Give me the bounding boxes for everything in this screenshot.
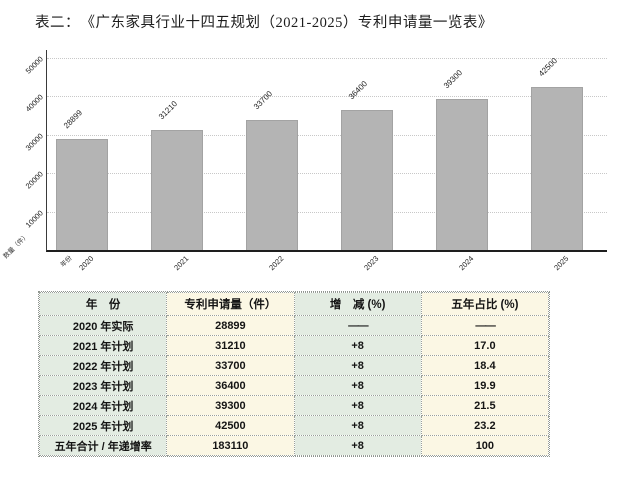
- table-cell: +8: [293, 335, 422, 356]
- data-table: 年 份专利申请量（件）增 减 (%) 五年占比 (%) 2020 年实际 28899…: [38, 292, 550, 456]
- table-cell: 2021 年计划: [38, 335, 168, 356]
- table-cell: +8: [293, 375, 422, 396]
- table-cell: 2022 年计划: [38, 355, 168, 376]
- bar-2020: [56, 138, 108, 250]
- bar-2022: [246, 120, 298, 250]
- table-cell: 31210: [166, 335, 295, 356]
- y-axis-tick-label: 40000: [23, 92, 45, 114]
- table-cell: 28899: [166, 315, 295, 336]
- bar-2025: [531, 86, 583, 250]
- table-cell: 19.9: [420, 375, 550, 396]
- table-cell: +8: [293, 355, 422, 376]
- table-cell: 42500: [166, 415, 295, 436]
- table-cell: +8: [293, 395, 422, 416]
- table-cell: +8: [293, 415, 422, 436]
- table-row: 2025 年计划 42500 +8 23.2: [38, 415, 550, 436]
- table-cell: 2024 年计划: [38, 395, 168, 416]
- table-cell: 183110: [166, 435, 295, 456]
- table-body: 2020 年实际 28899 —— —— 2021 年计划 31210 +8 17.0 2022…: [38, 315, 550, 456]
- gridline: [47, 134, 607, 136]
- x-axis-tick-label: 2021: [172, 254, 191, 273]
- table-header-row: 年 份专利申请量（件）增 减 (%) 五年占比 (%): [38, 292, 550, 316]
- table-cell: 39300: [166, 395, 295, 416]
- table-cell: 21.5: [420, 395, 550, 416]
- plot-area: [46, 50, 607, 252]
- table-cell: ——: [293, 315, 422, 336]
- gridline: [47, 173, 607, 175]
- table-cell: 36400: [166, 375, 295, 396]
- table-row: 五年合计 / 年递增率 183110 +8 100: [38, 435, 550, 456]
- y-axis-tick-label: 50000: [23, 54, 45, 76]
- bar-chart: 数量（件） 年份 10000 20000 30000 40000 50000 28899 2…: [2, 50, 607, 273]
- y-axis-tick-label: 30000: [23, 131, 45, 153]
- table-cell: 100: [420, 435, 550, 456]
- gridline: [47, 96, 607, 98]
- table-cell: 33700: [166, 355, 295, 376]
- table-cell: 17.0: [420, 335, 550, 356]
- data-table-frame: 年 份专利申请量（件）增 减 (%) 五年占比 (%) 2020 年实际 28899…: [38, 291, 550, 457]
- table-row: 2021 年计划 31210 +8 17.0: [38, 335, 550, 356]
- table-cell: 23.2: [420, 415, 550, 436]
- bar-2021: [151, 129, 203, 250]
- page-title: 表二： 《广东家具行业十四五规划（2021-2025）专利申请量一览表》: [35, 15, 493, 31]
- table-cell: 2020 年实际: [38, 315, 168, 336]
- x-axis-tick-label: 2022: [267, 254, 286, 273]
- table-row: 2020 年实际 28899 —— ——: [38, 315, 550, 336]
- gridline: [47, 57, 607, 59]
- table-cell: ——: [420, 315, 550, 336]
- x-axis-tick-label: 2023: [362, 254, 381, 273]
- y-axis-tick-label: 20000: [23, 169, 45, 191]
- x-axis-tick-label: 2024: [457, 254, 476, 273]
- table-cell: +8: [293, 435, 422, 456]
- gridline: [47, 211, 607, 213]
- table-cell: 2023 年计划: [38, 375, 168, 396]
- table-cell: 18.4: [420, 355, 550, 376]
- table-row: 2023 年计划 36400 +8 19.9: [38, 375, 550, 396]
- table-header-cell: 增 减 (%): [293, 292, 422, 316]
- table-row: 2024 年计划 39300 +8 21.5: [38, 395, 550, 416]
- table-row: 2022 年计划 33700 +8 18.4: [38, 355, 550, 376]
- bar-2024: [436, 98, 488, 250]
- table-cell: 2025 年计划: [38, 415, 168, 436]
- x-axis-tick-label: 2025: [552, 254, 571, 273]
- table-header-cell: 五年占比 (%): [420, 292, 550, 316]
- table-cell: 五年合计 / 年递增率: [38, 435, 168, 456]
- table-header-cell: 专利申请量（件）: [166, 292, 295, 316]
- table-header-cell: 年 份: [38, 292, 168, 316]
- bar-2023: [341, 110, 393, 250]
